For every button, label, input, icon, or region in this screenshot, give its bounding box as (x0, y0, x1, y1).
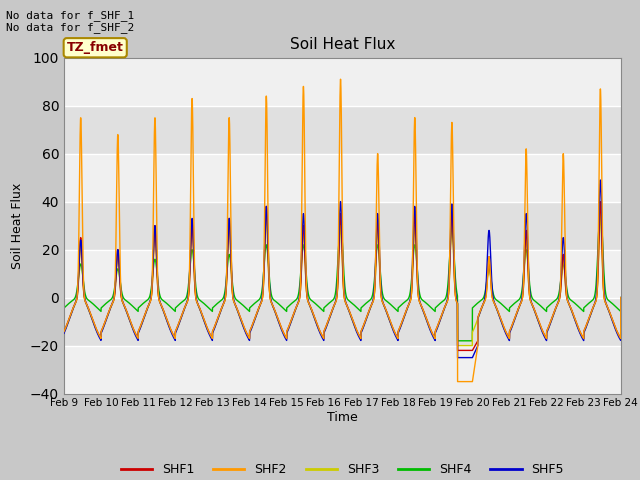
Bar (64, 154, 621, 202)
Bar (64, 106, 621, 154)
Text: No data for f_SHF_1
No data for f_SHF_2: No data for f_SHF_1 No data for f_SHF_2 (6, 10, 134, 33)
Bar (64, 346, 621, 394)
Text: TZ_fmet: TZ_fmet (67, 41, 124, 54)
Y-axis label: Soil Heat Flux: Soil Heat Flux (12, 182, 24, 269)
Bar (64, 250, 621, 298)
Bar (64, 298, 621, 346)
X-axis label: Time: Time (327, 411, 358, 424)
Bar (64, 58, 621, 106)
Title: Soil Heat Flux: Soil Heat Flux (290, 37, 395, 52)
Legend: SHF1, SHF2, SHF3, SHF4, SHF5: SHF1, SHF2, SHF3, SHF4, SHF5 (116, 458, 569, 480)
Bar (64, 202, 621, 250)
